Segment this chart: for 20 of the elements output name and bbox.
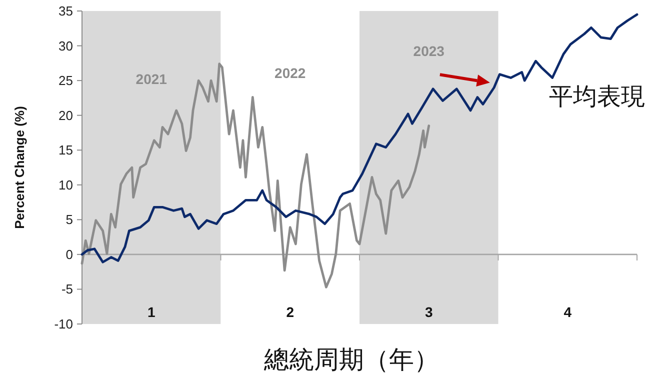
x-tick-label: 1 — [147, 304, 156, 320]
y-tick-label: 10 — [58, 177, 73, 192]
y-tick-label: 30 — [58, 38, 73, 54]
band-label: 2022 — [274, 65, 306, 81]
y-tick-label: -10 — [54, 316, 73, 332]
y-tick-label: 35 — [58, 4, 73, 18]
x-tick-label: 2 — [286, 304, 294, 320]
band-label: 2023 — [413, 43, 445, 59]
y-tick-label: 15 — [58, 142, 73, 158]
x-tick-label: 4 — [564, 304, 572, 320]
band-label: 2021 — [136, 71, 168, 87]
y-tick-label: -5 — [61, 282, 73, 297]
y-tick-label: 20 — [58, 108, 73, 123]
annotation: 平均表現 — [548, 82, 645, 111]
y-tick-label: 0 — [66, 246, 73, 262]
x-tick-label: 3 — [424, 304, 433, 320]
y-tick-label: 5 — [66, 212, 73, 228]
y-axis-title: Percent Change (%) — [12, 106, 27, 229]
x-axis-title: 總統周期（年） — [263, 345, 439, 374]
y-tick-label: 25 — [58, 73, 73, 88]
